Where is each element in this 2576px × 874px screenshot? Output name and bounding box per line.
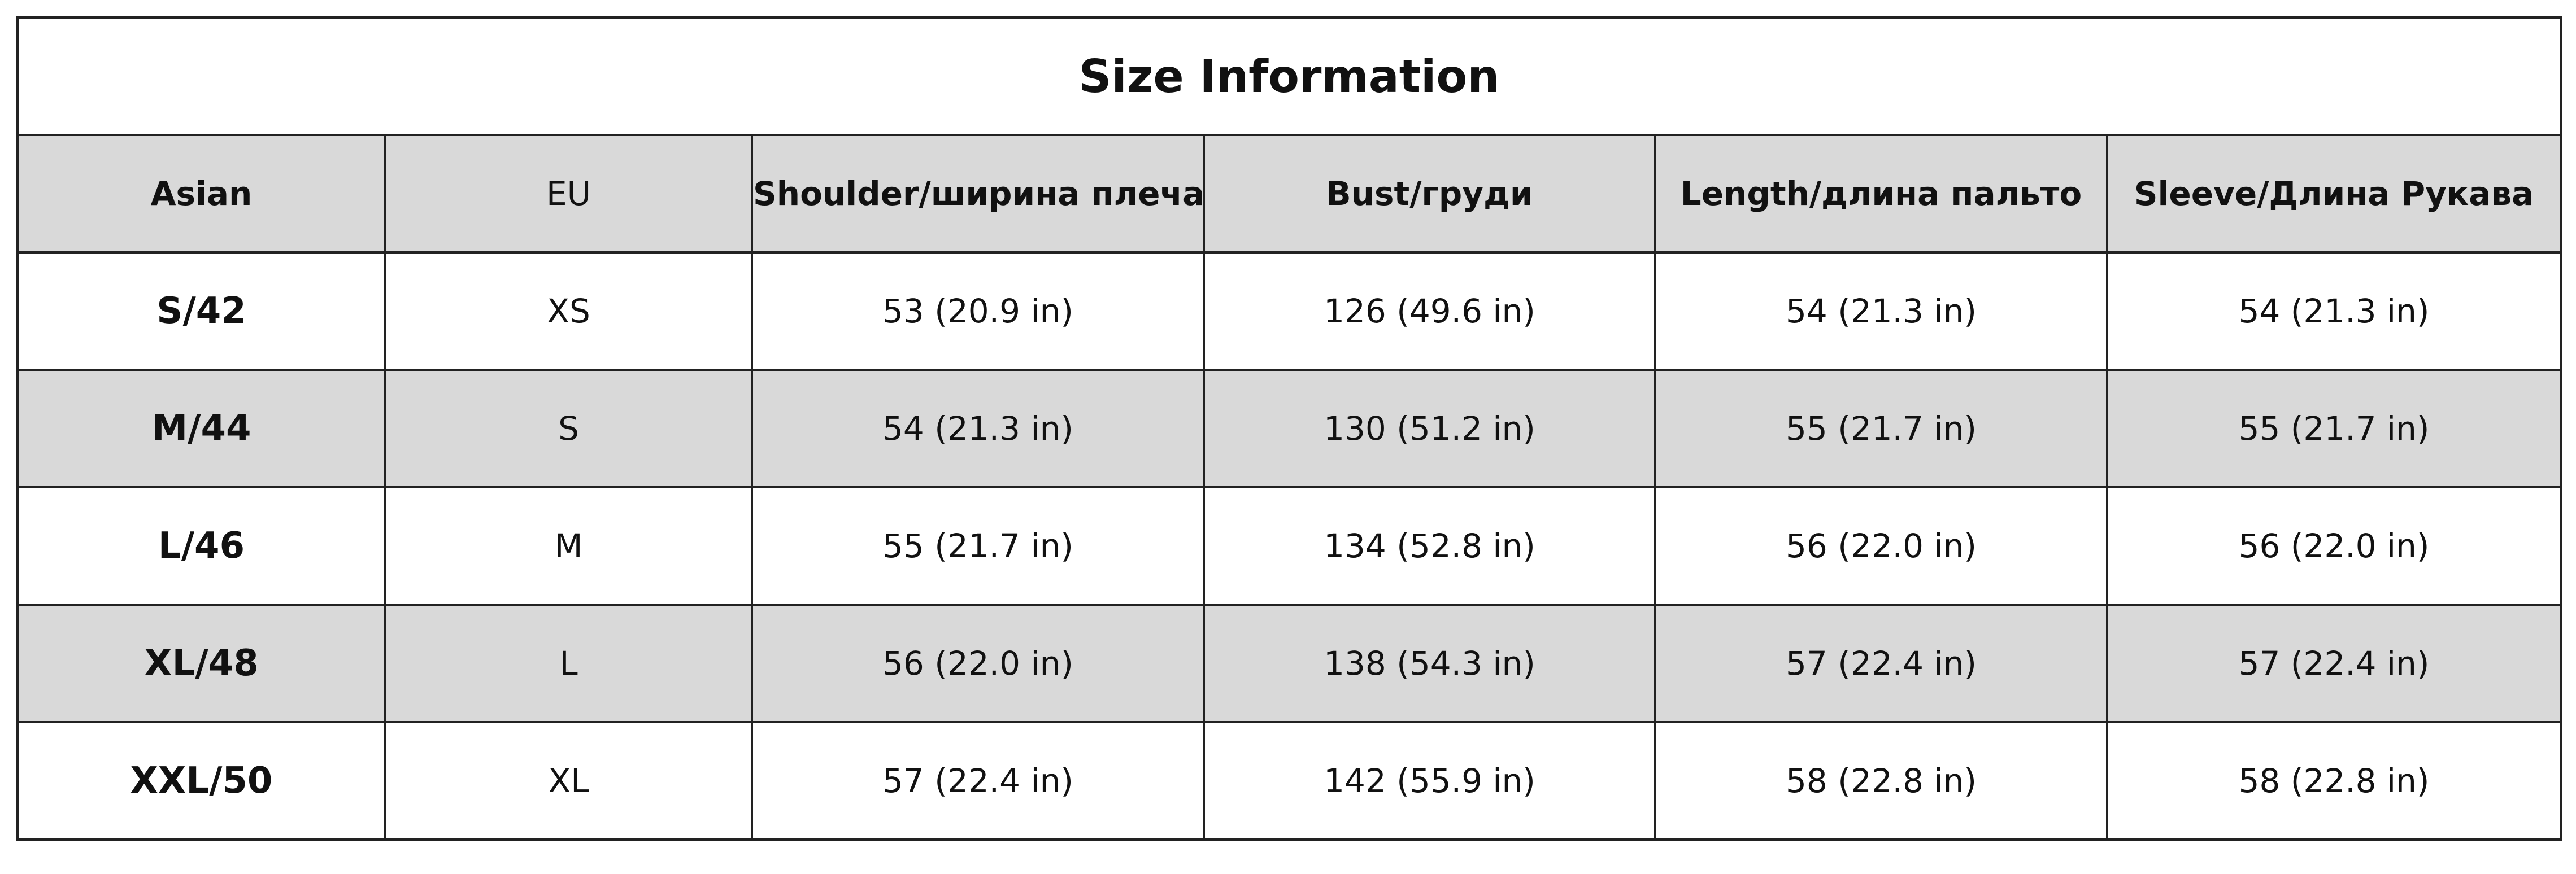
table-cell: L bbox=[384, 604, 753, 723]
size-label: M/44 bbox=[16, 369, 386, 488]
table-cell: 58 (22.8 in) bbox=[2105, 721, 2562, 841]
title-row: Size Information bbox=[16, 16, 2562, 136]
table-cell: 126 (49.6 in) bbox=[1203, 251, 1656, 371]
table-cell: M bbox=[384, 486, 753, 606]
table-cell: 54 (21.3 in) bbox=[751, 369, 1205, 488]
table-row: XL/48 L 56 (22.0 in) 138 (54.3 in) 57 (22.4 … bbox=[16, 604, 2562, 723]
table-cell: 58 (22.8 in) bbox=[1654, 721, 2108, 841]
table-body: Size Information Asian EU Shoulder/ширина … bbox=[16, 16, 2562, 841]
table-cell: 56 (22.0 in) bbox=[751, 604, 1205, 723]
table-cell: 130 (51.2 in) bbox=[1203, 369, 1656, 488]
table-cell: 56 (22.0 in) bbox=[2105, 486, 2562, 606]
table-cell: 57 (22.4 in) bbox=[2105, 604, 2562, 723]
table-cell: XS bbox=[384, 251, 753, 371]
table-cell: 56 (22.0 in) bbox=[1654, 486, 2108, 606]
table-cell: 138 (54.3 in) bbox=[1203, 604, 1656, 723]
table-cell: 54 (21.3 in) bbox=[1654, 251, 2108, 371]
table-row: S/42 XS 53 (20.9 in) 126 (49.6 in) 54 (21.3 … bbox=[16, 251, 2562, 371]
table-cell: XL bbox=[384, 721, 753, 841]
size-label: XL/48 bbox=[16, 604, 386, 723]
size-table: Size Information Asian EU Shoulder/ширина … bbox=[16, 16, 2562, 841]
table-row: M/44 S 54 (21.3 in) 130 (51.2 in) 55 (21.7 i… bbox=[16, 369, 2562, 488]
table-cell: 53 (20.9 in) bbox=[751, 251, 1205, 371]
table-cell: 55 (21.7 in) bbox=[2105, 369, 2562, 488]
column-header: Shoulder/ширина плеча bbox=[751, 134, 1205, 254]
size-label: S/42 bbox=[16, 251, 386, 371]
table-cell: 134 (52.8 in) bbox=[1203, 486, 1656, 606]
table-cell: 55 (21.7 in) bbox=[751, 486, 1205, 606]
column-header: Asian bbox=[16, 134, 386, 254]
column-header: Sleeve/Длина Рукава bbox=[2105, 134, 2562, 254]
size-label: XXL/50 bbox=[16, 721, 386, 841]
table-cell: 54 (21.3 in) bbox=[2105, 251, 2562, 371]
table-cell: 142 (55.9 in) bbox=[1203, 721, 1656, 841]
column-header: Length/длина пальто bbox=[1654, 134, 2108, 254]
table-title: Size Information bbox=[16, 16, 2562, 136]
table-cell: 57 (22.4 in) bbox=[751, 721, 1205, 841]
header-row: Asian EU Shoulder/ширина плеча Bust/груди Le… bbox=[16, 134, 2562, 254]
column-header: EU bbox=[384, 134, 753, 254]
table-cell: S bbox=[384, 369, 753, 488]
table-row: L/46 M 55 (21.7 in) 134 (52.8 in) 56 (22.0 i… bbox=[16, 486, 2562, 606]
size-label: L/46 bbox=[16, 486, 386, 606]
table-cell: 57 (22.4 in) bbox=[1654, 604, 2108, 723]
table-row: XXL/50 XL 57 (22.4 in) 142 (55.9 in) 58 (22.… bbox=[16, 721, 2562, 841]
column-header: Bust/груди bbox=[1203, 134, 1656, 254]
table-cell: 55 (21.7 in) bbox=[1654, 369, 2108, 488]
